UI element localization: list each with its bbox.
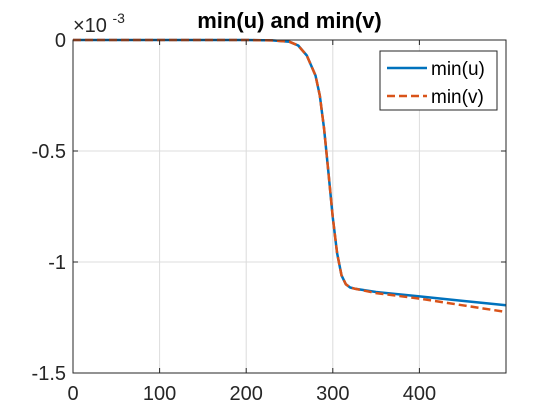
chart-title: min(u) and min(v): [197, 8, 382, 33]
series-layer: [73, 38, 507, 314]
y-tick-label: -0.5: [32, 141, 66, 163]
x-tick-label: 200: [230, 383, 263, 405]
legend: min(u) min(v): [379, 50, 498, 111]
x-tick-label: 300: [316, 383, 349, 405]
legend-label-min-u: min(u): [431, 59, 485, 80]
tick-label-layer: 0 100 200 300 400 0 -0.5 -1 -1.5: [32, 30, 437, 405]
y-axis-exponent-power: -3: [113, 10, 126, 26]
x-tick-label: 0: [67, 383, 78, 405]
y-tick-label: -1: [48, 252, 66, 274]
legend-box: [379, 50, 498, 111]
legend-label-min-v: min(v): [431, 87, 484, 108]
x-tick-label: 400: [403, 383, 436, 405]
y-axis-exponent: ×10 -3: [73, 10, 125, 37]
axes-box: [72, 39, 507, 374]
y-axis-exponent-base: ×10: [73, 15, 107, 37]
series-line-min-v: [73, 38, 507, 314]
x-tick-label: 100: [143, 383, 176, 405]
y-tick-label: -1.5: [32, 363, 66, 385]
tick-layer: [72, 39, 506, 374]
y-tick-label: 0: [55, 30, 66, 52]
